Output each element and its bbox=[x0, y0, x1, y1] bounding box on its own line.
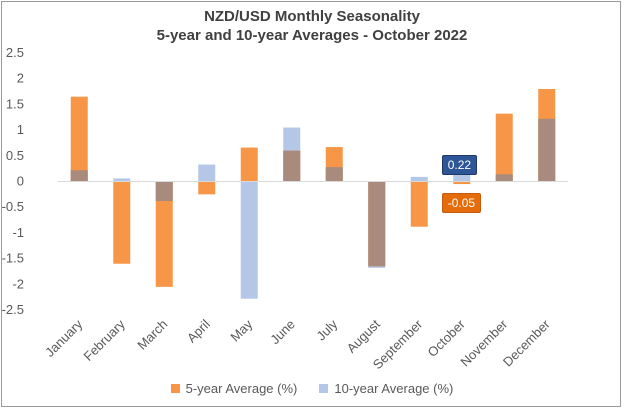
y-tick-label: 2 bbox=[17, 71, 24, 86]
bar-10yr-april bbox=[198, 164, 216, 182]
bar-overlap-december bbox=[538, 118, 556, 182]
x-tick-label-march: March bbox=[134, 317, 170, 353]
legend-item-5yr: 5-year Average (%) bbox=[170, 381, 298, 396]
y-tick-label: 0.5 bbox=[6, 148, 24, 163]
x-tick-label-july: July bbox=[313, 316, 340, 343]
legend-item-10yr: 10-year Average (%) bbox=[319, 381, 453, 396]
y-tick-label: 1 bbox=[17, 122, 24, 137]
bar-5yr-april bbox=[198, 181, 216, 195]
bar-10yr-may bbox=[240, 181, 258, 299]
x-tick-label-august: August bbox=[344, 316, 383, 355]
bar-overlap-march bbox=[155, 181, 173, 202]
x-tick-label-december: December bbox=[500, 316, 553, 369]
y-tick-label: -1.5 bbox=[2, 251, 24, 266]
bar-10yr-october bbox=[453, 170, 471, 182]
y-tick-label: 1.5 bbox=[6, 96, 24, 111]
bar-5yr-march bbox=[155, 181, 173, 287]
bar-overlap-june bbox=[283, 150, 301, 182]
x-tick-label-june: June bbox=[267, 317, 298, 348]
bar-5yr-february bbox=[113, 181, 131, 264]
y-tick-label: -0.5 bbox=[2, 199, 24, 214]
bar-5yr-september bbox=[410, 181, 428, 227]
chart-title: NZD/USD Monthly Seasonality bbox=[204, 8, 420, 25]
data-label-callout: -0.05 bbox=[441, 192, 482, 213]
data-label-callout: 0.22 bbox=[441, 154, 478, 175]
legend: 5-year Average (%) 10-year Average (%) bbox=[0, 381, 624, 396]
legend-swatch-5yr bbox=[170, 384, 180, 393]
bar-overlap-november bbox=[495, 174, 513, 182]
x-tick-label-april: April bbox=[184, 316, 213, 345]
bar-10yr-february bbox=[113, 178, 131, 182]
y-tick-label: 2.5 bbox=[6, 45, 24, 60]
bar-overlap-august bbox=[368, 181, 386, 267]
bar-overlap-january bbox=[70, 170, 88, 182]
chart-subtitle: 5-year and 10-year Averages - October 20… bbox=[156, 27, 468, 44]
bar-10yr-september bbox=[410, 176, 428, 182]
bar-5yr-october bbox=[453, 181, 471, 185]
bar-overlap-july bbox=[325, 167, 343, 182]
y-tick-label: -1 bbox=[12, 225, 24, 240]
x-tick-label-may: May bbox=[227, 316, 255, 344]
bar-5yr-may bbox=[240, 147, 258, 182]
legend-swatch-10yr bbox=[319, 384, 329, 393]
x-tick-label-february: February bbox=[80, 316, 128, 364]
bar-5yr-november bbox=[495, 113, 513, 182]
legend-label-5yr: 5-year Average (%) bbox=[185, 381, 298, 396]
y-tick-label: 0 bbox=[17, 174, 24, 189]
y-tick-label: -2 bbox=[12, 276, 24, 291]
legend-label-10yr: 10-year Average (%) bbox=[334, 381, 454, 396]
bar-5yr-january bbox=[70, 96, 88, 182]
y-tick-label: -2.5 bbox=[2, 302, 24, 317]
